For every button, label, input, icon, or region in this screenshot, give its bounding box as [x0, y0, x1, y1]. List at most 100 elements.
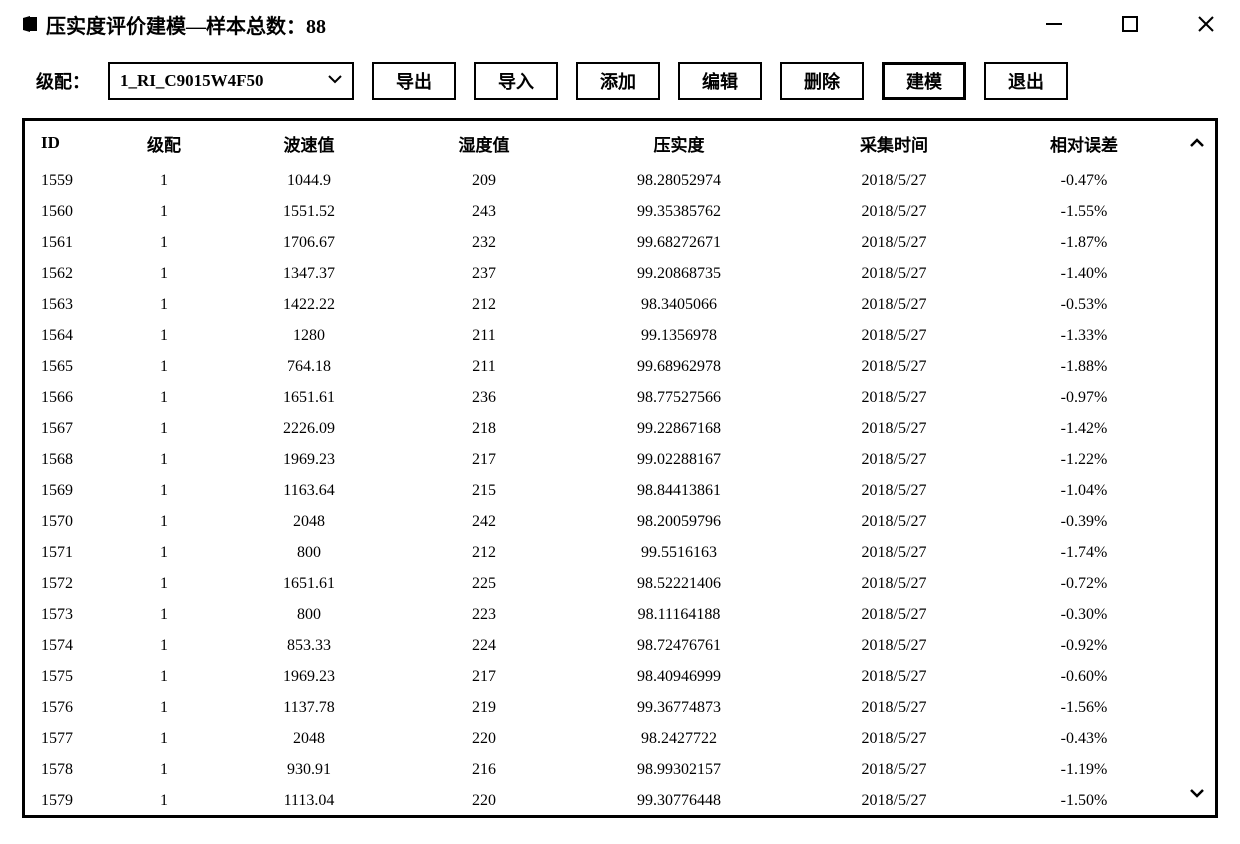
table-cell: 1: [109, 761, 219, 779]
table-cell: 236: [399, 389, 569, 407]
table-row[interactable]: 156911163.6421598.844138612018/5/27-1.04…: [25, 475, 1215, 506]
table-cell: 1: [109, 420, 219, 438]
table-cell: 1: [109, 792, 219, 810]
col-rel-error: 相对误差: [999, 131, 1169, 156]
table-cell: 1: [109, 606, 219, 624]
dropdown-value: 1_RI_C9015W4F50: [120, 71, 264, 91]
table-cell: -0.30%: [999, 606, 1169, 624]
table-cell: 853.33: [219, 637, 399, 655]
table-row[interactable]: 15641128021199.13569782018/5/27-1.33%: [25, 320, 1215, 351]
scroll-up-button[interactable]: [1187, 133, 1207, 153]
table-cell: 1969.23: [219, 451, 399, 469]
table-cell: 2018/5/27: [789, 420, 999, 438]
table-cell: 99.68272671: [569, 234, 789, 252]
table-cell: 1: [109, 358, 219, 376]
close-button[interactable]: [1188, 6, 1224, 42]
table-cell: 1574: [29, 637, 109, 655]
table-cell: 98.84413861: [569, 482, 789, 500]
build-model-button[interactable]: 建模: [882, 62, 966, 100]
table-cell: 99.30776448: [569, 792, 789, 810]
table-row[interactable]: 1573180022398.111641882018/5/27-0.30%: [25, 599, 1215, 630]
table-row[interactable]: 15701204824298.200597962018/5/27-0.39%: [25, 506, 1215, 537]
table-cell: 99.22867168: [569, 420, 789, 438]
table-cell: 1706.67: [219, 234, 399, 252]
col-gradation: 级配: [109, 131, 219, 156]
col-humidity: 湿度值: [399, 131, 569, 156]
table-row[interactable]: 156712226.0921899.228671682018/5/27-1.42…: [25, 413, 1215, 444]
delete-button[interactable]: 删除: [780, 62, 864, 100]
table-row[interactable]: 156611651.6123698.775275662018/5/27-0.97…: [25, 382, 1215, 413]
table-cell: 98.3405066: [569, 296, 789, 314]
table-cell: -1.55%: [999, 203, 1169, 221]
table-cell: 99.02288167: [569, 451, 789, 469]
table-row[interactable]: 15651764.1821199.689629782018/5/27-1.88%: [25, 351, 1215, 382]
table-cell: 1565: [29, 358, 109, 376]
table-row[interactable]: 156011551.5224399.353857622018/5/27-1.55…: [25, 196, 1215, 227]
import-button[interactable]: 导入: [474, 62, 558, 100]
table-cell: 1568: [29, 451, 109, 469]
table-row[interactable]: 157211651.6122598.522214062018/5/27-0.72…: [25, 568, 1215, 599]
table-cell: 930.91: [219, 761, 399, 779]
table-cell: 2018/5/27: [789, 668, 999, 686]
table-cell: 1: [109, 513, 219, 531]
window-controls: [1036, 6, 1224, 42]
table-cell: 1579: [29, 792, 109, 810]
table-row[interactable]: 1571180021299.55161632018/5/27-1.74%: [25, 537, 1215, 568]
table-cell: 98.99302157: [569, 761, 789, 779]
table-body: 155911044.920998.280529742018/5/27-0.47%…: [25, 165, 1215, 816]
table-cell: 764.18: [219, 358, 399, 376]
table-row[interactable]: 156311422.2221298.34050662018/5/27-0.53%: [25, 289, 1215, 320]
col-wavespeed: 波速值: [219, 131, 399, 156]
table-cell: 2048: [219, 730, 399, 748]
table-cell: 211: [399, 358, 569, 376]
table-cell: 98.40946999: [569, 668, 789, 686]
table-cell: -1.50%: [999, 792, 1169, 810]
table-cell: -1.56%: [999, 699, 1169, 717]
table-cell: 2018/5/27: [789, 389, 999, 407]
table-cell: 98.77527566: [569, 389, 789, 407]
table-cell: 1573: [29, 606, 109, 624]
table-cell: -1.74%: [999, 544, 1169, 562]
table-cell: 2018/5/27: [789, 699, 999, 717]
table-cell: 2048: [219, 513, 399, 531]
table-cell: 99.5516163: [569, 544, 789, 562]
maximize-button[interactable]: [1112, 6, 1148, 42]
table-cell: 98.28052974: [569, 172, 789, 190]
table-row[interactable]: 15771204822098.24277222018/5/27-0.43%: [25, 723, 1215, 754]
table-cell: 1575: [29, 668, 109, 686]
table-cell: 2018/5/27: [789, 637, 999, 655]
table-row[interactable]: 157911113.0422099.307764482018/5/27-1.50…: [25, 785, 1215, 816]
table-cell: 1562: [29, 265, 109, 283]
minimize-button[interactable]: [1036, 6, 1072, 42]
exit-button[interactable]: 退出: [984, 62, 1068, 100]
table-cell: 1561: [29, 234, 109, 252]
table-cell: 219: [399, 699, 569, 717]
table-cell: -0.97%: [999, 389, 1169, 407]
table-cell: 1: [109, 172, 219, 190]
table-cell: -1.40%: [999, 265, 1169, 283]
data-table: ID 级配 波速值 湿度值 压实度 采集时间 相对误差 155911044.92…: [22, 118, 1218, 818]
table-cell: 2018/5/27: [789, 358, 999, 376]
table-cell: 800: [219, 606, 399, 624]
table-row[interactable]: 157611137.7821999.367748732018/5/27-1.56…: [25, 692, 1215, 723]
table-cell: 2226.09: [219, 420, 399, 438]
table-cell: 2018/5/27: [789, 203, 999, 221]
table-row[interactable]: 156211347.3723799.208687352018/5/27-1.40…: [25, 258, 1215, 289]
table-row[interactable]: 157511969.2321798.409469992018/5/27-0.60…: [25, 661, 1215, 692]
scroll-down-button[interactable]: [1187, 783, 1207, 803]
table-row[interactable]: 155911044.920998.280529742018/5/27-0.47%: [25, 165, 1215, 196]
table-cell: 2018/5/27: [789, 513, 999, 531]
add-button[interactable]: 添加: [576, 62, 660, 100]
table-cell: 2018/5/27: [789, 234, 999, 252]
table-cell: -1.42%: [999, 420, 1169, 438]
table-cell: 1571: [29, 544, 109, 562]
edit-button[interactable]: 编辑: [678, 62, 762, 100]
gradation-dropdown[interactable]: 1_RI_C9015W4F50: [108, 62, 354, 100]
table-row[interactable]: 15781930.9121698.993021572018/5/27-1.19%: [25, 754, 1215, 785]
table-row[interactable]: 15741853.3322498.724767612018/5/27-0.92%: [25, 630, 1215, 661]
table-row[interactable]: 156811969.2321799.022881672018/5/27-1.22…: [25, 444, 1215, 475]
table-cell: 1570: [29, 513, 109, 531]
table-row[interactable]: 156111706.6723299.682726712018/5/27-1.87…: [25, 227, 1215, 258]
table-cell: 1: [109, 575, 219, 593]
export-button[interactable]: 导出: [372, 62, 456, 100]
